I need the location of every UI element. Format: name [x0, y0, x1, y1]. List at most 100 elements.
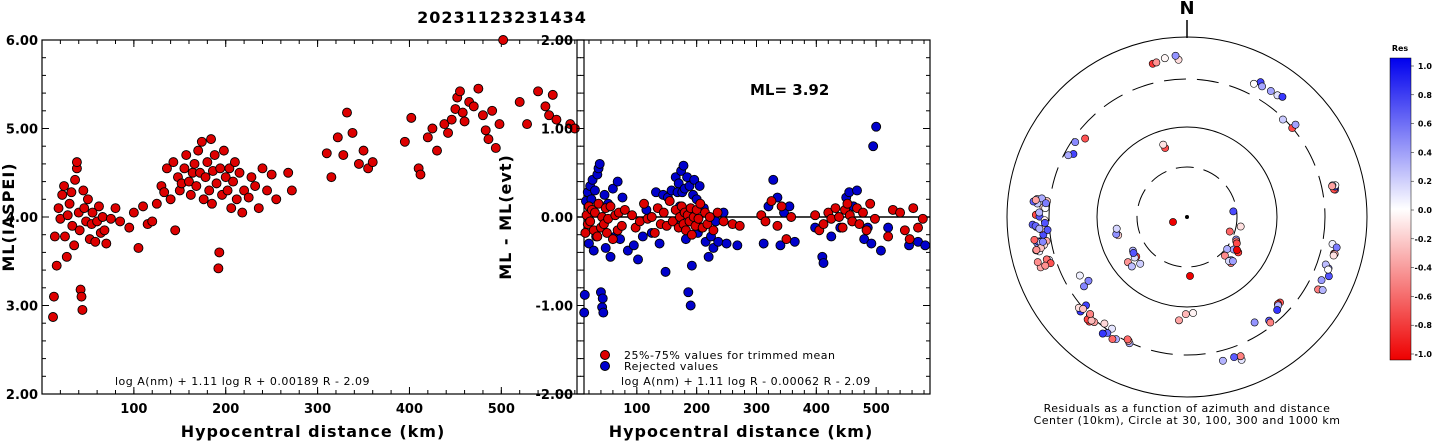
left-data-point [184, 176, 194, 187]
polar-caption-2: Center (10km), Circle at 30, 100, 300 an… [1034, 414, 1341, 427]
left-data-point [222, 185, 233, 196]
left-data-point [494, 119, 505, 130]
polar-points [1028, 51, 1341, 365]
left-y-tick-label: 3.00 [6, 300, 38, 315]
residual-marker [1181, 310, 1190, 319]
rejected-point [579, 289, 590, 300]
left-data-point [228, 176, 239, 187]
residual-marker [1171, 51, 1180, 60]
residual-marker [1033, 258, 1042, 267]
left-data-point [457, 107, 468, 118]
mid-y-tick-label: 0.00 [541, 211, 573, 226]
left-data-point [185, 189, 196, 200]
legend-blue-label: Rejected values [624, 360, 719, 373]
rejected-point [633, 254, 643, 265]
rejected-point [579, 307, 590, 318]
left-data-point [271, 194, 282, 205]
trimmed-mean-point [883, 231, 894, 242]
residual-marker [1291, 120, 1300, 129]
colorbar-tick-label: 0.2 [1418, 177, 1432, 186]
left-data-point [533, 86, 544, 97]
left-data-point [101, 238, 112, 249]
colorbar-tick-label: 0.0 [1418, 206, 1433, 215]
left-data-point [214, 247, 225, 258]
rejected-point [584, 238, 594, 249]
left-data-point [353, 158, 364, 169]
left-data-point [69, 240, 80, 251]
rejected-point [775, 240, 786, 251]
left-data-point [59, 181, 69, 191]
residual-marker [1189, 309, 1197, 317]
mid-formula: log A(nm) + 1.11 log R - 0.00062 R - 2.0… [621, 375, 871, 388]
mid-y-tick-label: -2.00 [536, 388, 573, 403]
residual-marker [1225, 227, 1234, 236]
left-data-point [213, 263, 224, 274]
trimmed-mean-point [895, 207, 906, 218]
residual-marker [1112, 224, 1121, 233]
rejected-point [875, 245, 886, 256]
residual-marker [1318, 286, 1327, 294]
residual-marker [1232, 239, 1241, 248]
trimmed-mean-point [810, 210, 821, 221]
left-data-point [62, 210, 73, 221]
left-data-point [49, 231, 60, 242]
mid-x-tick-label: 300 [743, 402, 770, 417]
rejected-point [599, 189, 610, 200]
left-data-point [229, 157, 240, 168]
residual-marker [1169, 218, 1177, 226]
circle-1000km [1006, 36, 1368, 398]
rejected-point [588, 245, 599, 256]
left-data-point [110, 203, 121, 214]
left-data-point [234, 167, 245, 178]
mid-y-tick-label: 1.00 [541, 123, 573, 138]
mid-y-tick-label: 2.00 [541, 34, 573, 49]
rejected-point [685, 300, 696, 311]
residual-marker [1250, 318, 1259, 327]
legend-red-label: 25%-75% values for trimmed mean [624, 349, 836, 362]
left-data-point [168, 157, 179, 168]
left-data-point [215, 163, 226, 174]
left-data-point [432, 145, 442, 156]
trimmed-mean-point [776, 201, 787, 212]
circle-30km [1136, 166, 1238, 268]
trimmed-mean-point [913, 222, 923, 233]
left-data-point [161, 163, 172, 174]
trimmed-mean-point [854, 219, 865, 230]
left-data-point [262, 185, 273, 196]
left-data-point [326, 172, 337, 183]
left-data-point [79, 203, 90, 214]
colorbar-labels: 1.0 0.8 0.6 0.4 0.2 0.0 -0.2 -0.4 -0.6 -0.8 -1.0 [1411, 62, 1432, 359]
left-data-point [48, 291, 59, 302]
polar-caption-1: Residuals as a function of azimuth and d… [1044, 402, 1331, 415]
trimmed-mean-point [734, 220, 745, 231]
left-data-point [257, 163, 268, 174]
trimmed-mean-point [760, 216, 771, 227]
colorbar-tick-label: -0.8 [1415, 321, 1433, 330]
left-data-point [51, 260, 62, 271]
left-data-point [189, 158, 200, 169]
left-data-point [206, 198, 217, 209]
colorbar-tick-label: -0.2 [1415, 235, 1433, 244]
trimmed-mean-point [904, 234, 915, 245]
left-data-point [540, 101, 551, 112]
left-data-point [48, 312, 58, 322]
left-data-point [57, 189, 68, 200]
left-data-point [446, 114, 457, 125]
rejected-point [920, 240, 931, 251]
trimmed-mean-point [830, 203, 841, 214]
rejected-point [868, 141, 879, 152]
left-data-point [196, 136, 207, 147]
residual-marker [1084, 276, 1093, 285]
trimmed-mean-point [704, 212, 715, 222]
residual-marker [1041, 261, 1050, 270]
left-data-point [209, 150, 220, 161]
colorbar-title: Res [1392, 44, 1409, 53]
residual-marker [1329, 251, 1338, 260]
residual-marker [1064, 151, 1073, 160]
left-data-point [82, 194, 93, 205]
event-magnitude-label: ML= 3.92 [750, 81, 829, 99]
left-data-point [220, 172, 231, 183]
left-data-point [347, 127, 358, 138]
left-data-point [480, 125, 491, 136]
